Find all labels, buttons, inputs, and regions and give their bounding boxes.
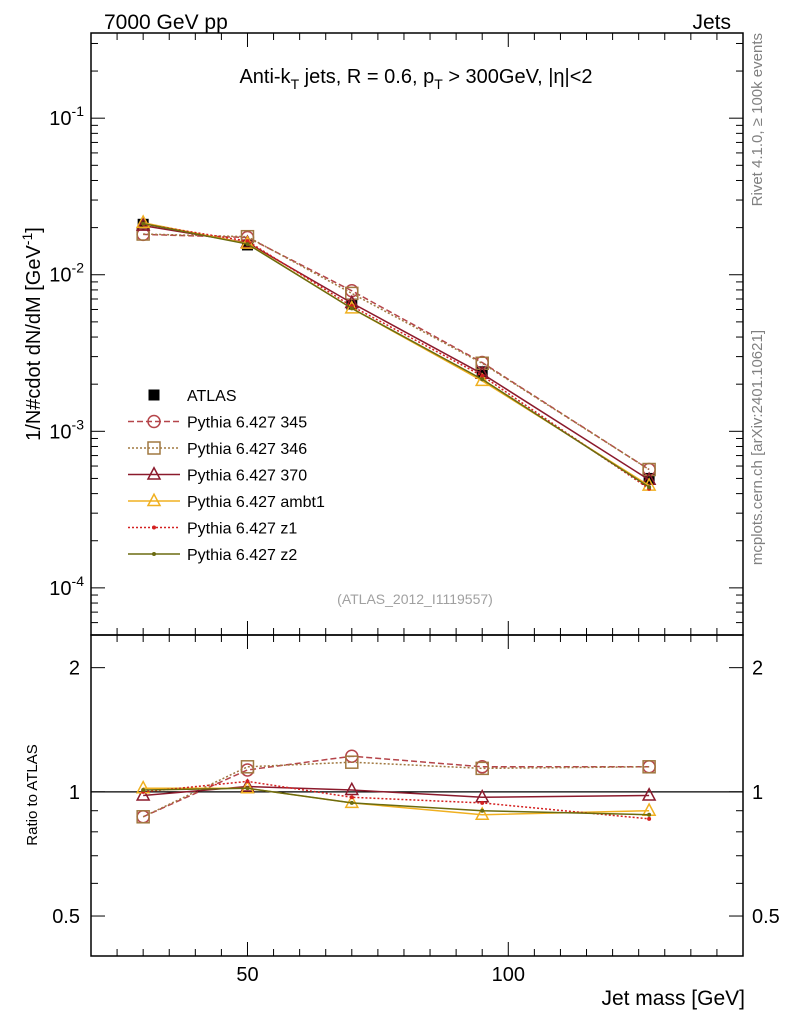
legend-label-pythia-6-427-z1: Pythia 6.427 z1 (187, 521, 297, 538)
ratio-axis-ticks: 50 100 2 2 1 1 0.5 0.5 (52, 635, 780, 986)
ratio-line-pythia-6-427-346 (142, 761, 650, 818)
data-point-pythia-6-427-z1 (480, 373, 485, 378)
ratio-line-pythia-6-427-345 (142, 755, 650, 818)
data-point-atlas (476, 366, 488, 378)
ratio-point-pythia-6-427-z1 (349, 795, 354, 800)
ratio-point-pythia-6-427-370 (344, 781, 360, 796)
legend-marker-pythia-6-427-346 (147, 441, 161, 455)
rivet-version-label: Rivet 4.1.0, ≥ 100k events (749, 33, 766, 206)
ratio-point-pythia-6-427-z2 (141, 788, 146, 793)
ratio-point-pythia-6-427-z1 (480, 800, 485, 805)
legend-label-pythia-6-427-346: Pythia 6.427 346 (187, 441, 307, 458)
analysis-watermark: (ATLAS_2012_I1119557) (337, 591, 493, 607)
data-point-pythia-6-427-346 (642, 462, 656, 477)
legend-marker-pythia-6-427-370 (146, 466, 162, 480)
ratio-point-pythia-6-427-ambt1 (240, 779, 255, 794)
legend-label-pythia-6-427-370: Pythia 6.427 370 (187, 468, 307, 485)
data-point-pythia-6-427-z2 (245, 242, 250, 247)
ratio-point-pythia-6-427-z1 (647, 816, 652, 821)
main-plot-title: Anti-kT jets, R = 0.6, pT > 300GeV, |η|<… (239, 66, 592, 92)
ratio-point-pythia-6-427-z1 (245, 779, 250, 784)
ratio-point-pythia-6-427-346 (475, 761, 489, 776)
main-y-tick-label: 10-1 (49, 103, 84, 130)
legend-marker-pythia-6-427-345 (147, 414, 161, 429)
ratio-line-pythia-6-427-z1 (143, 780, 650, 820)
legend-marker-pythia-6-427-z1 (152, 525, 156, 530)
main-y-tick-label: 10-4 (49, 573, 84, 600)
legend: ATLAS Pythia 6.427 345 Pythia 6.427 346 Pyt… (128, 388, 325, 564)
ratio-point-pythia-6-427-346 (136, 810, 150, 824)
data-point-atlas (346, 298, 358, 310)
legend-marker-atlas (148, 389, 160, 401)
ratio-y-tick-label-right: 0.5 (752, 906, 780, 928)
main-axis-ticks: 10-1 10-2 10-3 10-4 (49, 33, 744, 636)
series-line-pythia-6-427-345 (143, 233, 650, 471)
main-plot-frame (90, 32, 744, 636)
data-point-pythia-6-427-z2 (480, 377, 485, 382)
ratio-point-pythia-6-427-346 (642, 760, 656, 774)
legend-label-pythia-6-427-ambt1: Pythia 6.427 ambt1 (187, 494, 325, 511)
legend-label-atlas: ATLAS (187, 388, 237, 405)
data-point-pythia-6-427-z2 (349, 306, 354, 311)
data-point-pythia-6-427-z2 (647, 485, 652, 490)
main-y-tick-label: 10-3 (49, 416, 84, 443)
ratio-point-pythia-6-427-z2 (480, 808, 485, 813)
legend-marker-pythia-6-427-ambt1 (146, 492, 162, 507)
ratio-point-pythia-6-427-346 (345, 755, 359, 769)
x-tick-label: 100 (492, 964, 525, 986)
ratio-y-tick-label-right: 2 (752, 658, 763, 680)
ratio-point-pythia-6-427-z2 (647, 812, 652, 817)
main-series-layer (135, 214, 657, 491)
ratio-series-layer (135, 749, 657, 824)
data-point-pythia-6-427-346 (475, 356, 489, 371)
ratio-point-pythia-6-427-370 (641, 787, 657, 801)
data-point-pythia-6-427-z1 (245, 239, 250, 244)
ratio-point-pythia-6-427-z2 (349, 800, 354, 805)
x-tick-label: 50 (236, 964, 258, 986)
main-y-axis-label: 1/N#cdot dN/dM [GeV-1] (19, 227, 45, 441)
legend-label-pythia-6-427-345: Pythia 6.427 345 (187, 415, 307, 432)
legend-marker-pythia-6-427-z2 (152, 552, 156, 556)
header-right-label: Jets (692, 11, 731, 34)
x-axis-label: Jet mass [GeV] (601, 987, 745, 1010)
data-point-pythia-6-427-370 (641, 471, 657, 486)
data-point-pythia-6-427-ambt1 (474, 372, 490, 387)
ratio-y-axis-label: Ratio to ATLAS (24, 744, 41, 845)
mcplots-label: mcplots.cern.ch [arXiv:2401.10621] (749, 330, 766, 565)
ratio-plot-frame (90, 634, 744, 957)
data-point-pythia-6-427-ambt1 (135, 214, 151, 228)
header-left-label: 7000 GeV pp (104, 11, 228, 34)
ratio-y-tick-label-left: 2 (69, 658, 80, 680)
data-point-pythia-6-427-z2 (141, 221, 146, 226)
ratio-y-tick-label-left: 0.5 (52, 906, 80, 928)
ratio-point-pythia-6-427-370 (135, 787, 151, 801)
ratio-point-pythia-6-427-ambt1 (474, 806, 490, 820)
ratio-point-pythia-6-427-370 (240, 778, 255, 792)
legend-label-pythia-6-427-z2: Pythia 6.427 z2 (187, 547, 297, 564)
ratio-y-tick-label-right: 1 (752, 782, 763, 804)
ratio-point-pythia-6-427-z2 (245, 786, 250, 791)
main-y-tick-label: 10-2 (49, 260, 84, 287)
series-line-pythia-6-427-346 (143, 233, 650, 471)
data-point-pythia-6-427-346 (136, 227, 150, 241)
ratio-point-pythia-6-427-346 (240, 760, 255, 774)
ratio-y-tick-label-left: 1 (69, 782, 80, 804)
data-point-pythia-6-427-346 (345, 286, 359, 301)
